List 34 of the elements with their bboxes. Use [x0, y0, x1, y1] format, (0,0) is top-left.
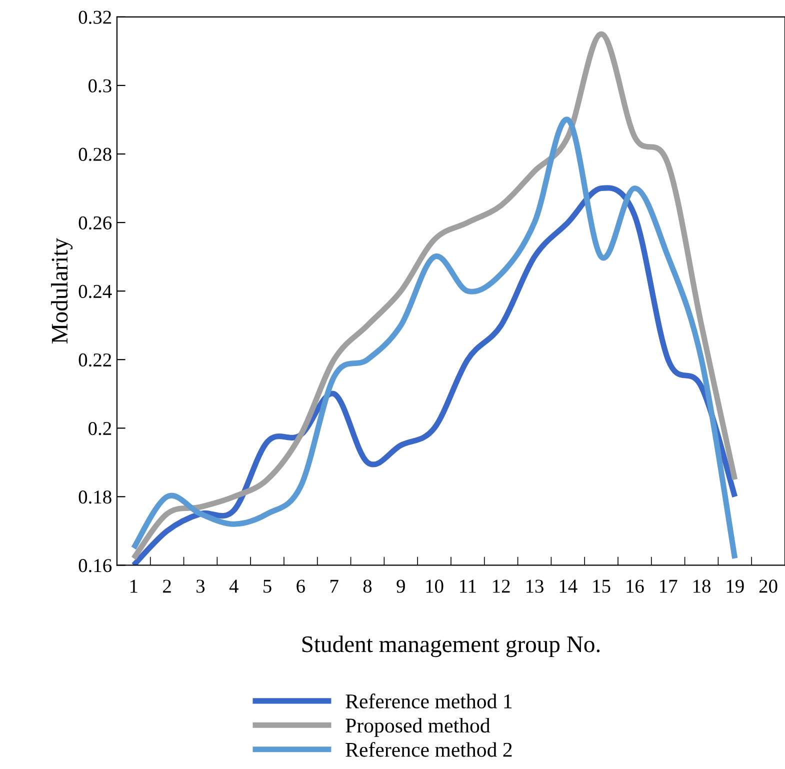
- x-tick-label: 1: [130, 580, 138, 593]
- x-tick-label: 19: [726, 580, 744, 593]
- x-tick-label: 15: [593, 580, 610, 593]
- x-tick-label: 4: [229, 580, 238, 593]
- x-tick-label: 6: [296, 580, 305, 593]
- x-tick-label: 14: [560, 580, 578, 593]
- x-tick-label: 11: [460, 580, 476, 593]
- x-tick-label: 13: [526, 580, 544, 593]
- y-tick-label: 0.16: [78, 559, 112, 572]
- x-tick-label: 5: [264, 580, 272, 593]
- x-tick-label: 2: [163, 580, 171, 593]
- x-tick-label: 10: [426, 580, 444, 593]
- y-tick-label: 0.28: [78, 148, 112, 162]
- x-tick-label: 3: [196, 580, 205, 593]
- y-tick-label: 0.3: [88, 79, 112, 92]
- x-tick-label: 12: [493, 580, 510, 593]
- legend-label: Reference method 1: [346, 694, 512, 708]
- y-tick-label: 0.26: [78, 216, 112, 230]
- y-tick-label: 0.24: [78, 284, 112, 298]
- legend-label: Reference method 2: [346, 742, 512, 757]
- y-axis-title: Modularity: [51, 238, 73, 344]
- x-tick-label: 20: [759, 580, 778, 593]
- x-tick-label: 9: [396, 580, 405, 593]
- y-tick-label: 0.22: [78, 353, 112, 367]
- y-tick-label: 0.32: [78, 10, 112, 24]
- x-tick-label: 7: [330, 580, 338, 593]
- x-tick-label: 8: [363, 580, 372, 593]
- x-tick-label: 18: [693, 580, 710, 593]
- x-tick-label: 17: [660, 580, 678, 593]
- x-tick-label: 16: [626, 580, 644, 593]
- y-tick-label: 0.2: [88, 422, 112, 436]
- legend-label: Proposed method: [346, 718, 490, 737]
- x-axis-title: Student management group No.: [302, 636, 600, 658]
- y-tick-label: 0.18: [78, 490, 112, 504]
